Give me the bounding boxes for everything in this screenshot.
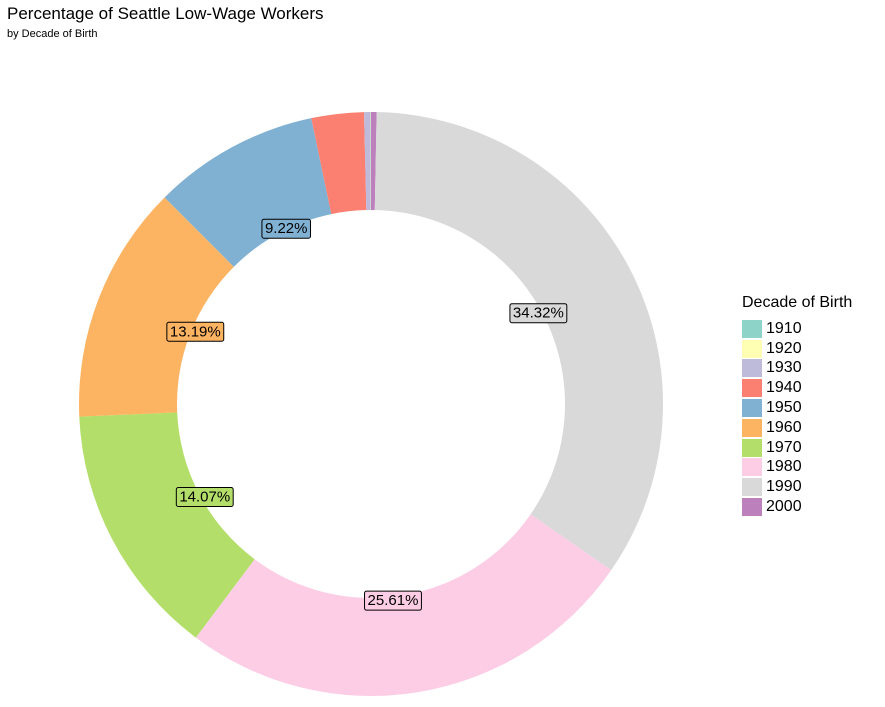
legend-label-1910: 1910 [766,319,802,337]
legend-item-1930: 1930 [742,359,852,379]
data-label-box-1970 [175,486,234,507]
data-label-1950: 9.22% [261,218,311,239]
data-label-1980: 25.61% [364,590,422,611]
legend-label-1920: 1920 [766,339,802,357]
data-label-text-1960: 13.19% [170,323,221,340]
data-label-box-1950 [261,218,311,239]
chart-title: Percentage of Seattle Low-Wage Workers [7,4,324,23]
legend-swatch-1920 [742,339,762,358]
legend-swatch-1950 [742,399,762,418]
legend-label-1990: 1990 [766,478,802,496]
legend-label-1980: 1980 [766,458,802,476]
donut-slice-1950 [164,118,332,267]
data-label-box-1990 [509,303,568,324]
legend-label-1950: 1950 [766,399,802,417]
legend-swatch-1940 [742,379,762,398]
data-label-1970: 14.07% [175,486,234,507]
legend-label-1930: 1930 [766,359,802,377]
legend-swatch-1990 [742,478,762,497]
legend-item-1970: 1970 [742,438,852,458]
legend-item-1950: 1950 [742,398,852,418]
legend-item-2000: 2000 [742,497,852,517]
data-label-box-1960 [166,321,225,342]
legend-swatch-1980 [742,458,762,477]
legend-swatch-1910 [742,319,762,338]
legend-item-1920: 1920 [742,339,852,359]
legend-items: 1910 1920 1930 1940 1950 1960 1970 1980 1990 2000 [742,319,852,517]
legend-item-1910: 1910 [742,319,852,339]
legend-label-1940: 1940 [766,379,802,397]
donut-slice-1930 [364,112,371,211]
donut-slice-1960 [79,197,234,417]
legend-swatch-1960 [742,418,762,437]
legend-item-1980: 1980 [742,458,852,478]
data-label-text-1970: 14.07% [179,488,230,505]
legend-swatch-1930 [742,359,762,378]
donut-slice-1990 [374,112,663,571]
data-label-1960: 13.19% [166,321,225,342]
chart-subtitle: by Decade of Birth [7,28,98,40]
legend-label-2000: 2000 [766,498,802,516]
data-label-box-1980 [364,590,422,611]
legend-swatch-1970 [742,438,762,457]
donut-slice-1970 [79,412,255,638]
donut-slice-1940 [311,112,367,215]
legend: Decade of Birth 1910 1920 1930 1940 1950 1960… [742,293,852,517]
legend-label-1960: 1960 [766,418,802,436]
legend-swatch-2000 [742,498,762,517]
data-label-text-1990: 34.32% [513,305,564,322]
legend-title: Decade of Birth [742,294,853,311]
legend-item-1960: 1960 [742,418,852,438]
data-label-1990: 34.32% [509,303,568,324]
donut-slice-2000 [371,112,377,211]
legend-item-1990: 1990 [742,477,852,497]
legend-label-1970: 1970 [766,438,802,456]
data-label-text-1980: 25.61% [368,592,419,609]
data-label-text-1950: 9.22% [265,220,308,237]
legend-item-1940: 1940 [742,378,852,398]
